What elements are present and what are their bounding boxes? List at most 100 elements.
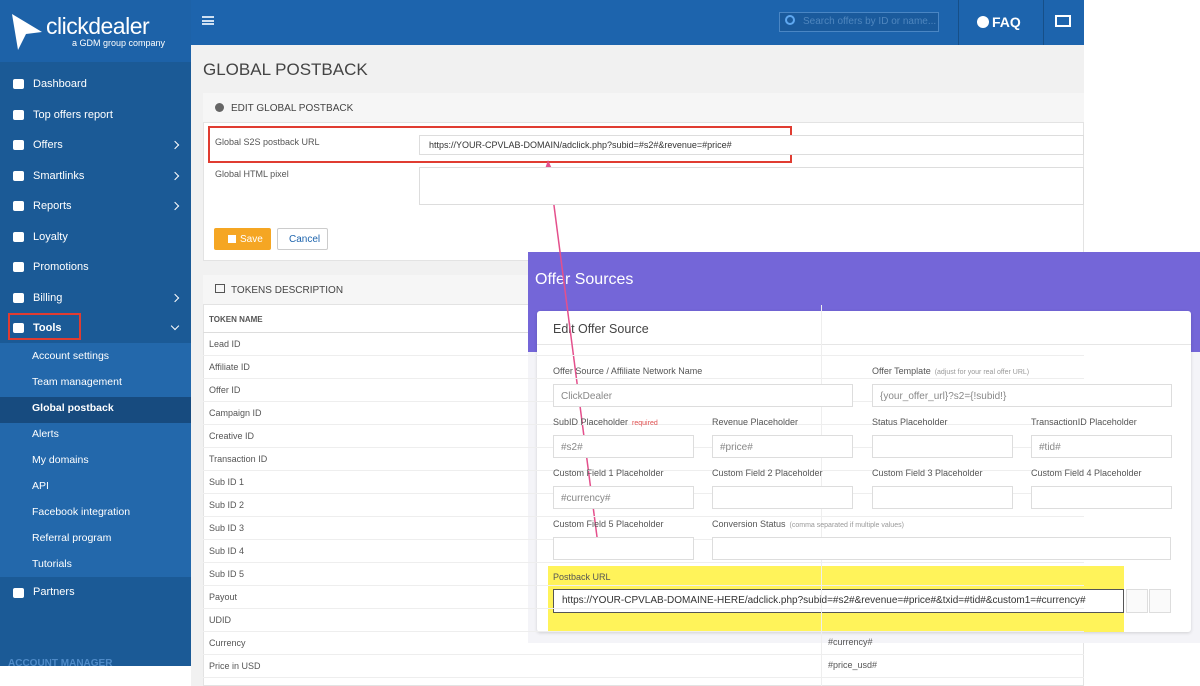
field-value: ClickDealer: [561, 391, 613, 402]
field-value: https://YOUR-CPVLAB-DOMAIN/adclick.php?s…: [429, 140, 732, 150]
field-label: Custom Field 1 Placeholder: [553, 468, 664, 478]
menu-label: Top offers report: [33, 108, 113, 121]
field-input[interactable]: [712, 435, 853, 458]
token-name: Offer ID: [209, 385, 241, 395]
menu-icon: [13, 170, 24, 181]
menu-label: Billing: [33, 291, 63, 304]
field-label: Global HTML pixel: [215, 169, 289, 179]
row-rule: [203, 562, 1084, 563]
field-label: Offer Template (adjust for your real offe…: [872, 366, 1030, 376]
field-input[interactable]: [1031, 486, 1172, 509]
submenu-item[interactable]: Referral program: [32, 532, 112, 544]
menu-icon: [13, 292, 24, 303]
field-input[interactable]: [553, 384, 853, 407]
submenu: [0, 343, 191, 577]
menu-item[interactable]: [0, 70, 191, 98]
field-input[interactable]: [553, 537, 694, 560]
logo-shape: [12, 14, 42, 50]
row-rule: [203, 355, 1084, 356]
save-button[interactable]: [214, 228, 271, 250]
menu-item[interactable]: [0, 253, 191, 281]
submenu-item[interactable]: Tutorials: [32, 558, 72, 570]
logo-icon: [12, 14, 42, 50]
field-input[interactable]: [872, 435, 1013, 458]
menu-item[interactable]: [0, 314, 191, 342]
menu-icon: [13, 323, 24, 333]
menu-item[interactable]: [0, 192, 191, 220]
submenu-item[interactable]: My domains: [32, 454, 89, 466]
menu-label[interactable]: Partners: [33, 586, 75, 598]
field-input[interactable]: [712, 537, 1171, 560]
hamburger[interactable]: [202, 16, 214, 25]
search-box[interactable]: [779, 12, 939, 32]
token-name: Payout: [209, 592, 238, 602]
menu-item[interactable]: [0, 131, 191, 159]
field-input[interactable]: [419, 167, 1084, 205]
menu-item[interactable]: [0, 223, 191, 251]
column-header: TOKEN NAME: [209, 315, 263, 324]
submenu-item[interactable]: Facebook integration: [32, 506, 131, 518]
token-value: #currency#: [828, 637, 873, 647]
row-rule: [203, 424, 1084, 425]
overlay-title: Offer Sources: [535, 271, 634, 288]
cancel-button[interactable]: [277, 228, 328, 250]
field-label: Revenue Placeholder: [712, 417, 799, 427]
menu-label: Tools: [33, 322, 62, 334]
row-rule: [203, 378, 1084, 379]
money-icon[interactable]: [1055, 15, 1071, 27]
field-value: #price#: [720, 442, 753, 453]
field-label: Offer Source / Affiliate Network Name: [553, 366, 703, 376]
search-icon: [785, 15, 795, 25]
token-name: Currency: [209, 638, 246, 648]
hamburger-line: [202, 19, 214, 22]
field-input[interactable]: [553, 486, 694, 509]
submenu-item[interactable]: API: [32, 480, 49, 492]
menu-item[interactable]: [0, 284, 191, 312]
row-rule: [203, 654, 1084, 655]
field-value: #tid#: [1039, 442, 1061, 453]
token-value: #price_usd#: [828, 660, 878, 670]
token-name: UDID: [209, 615, 231, 625]
submenu-item[interactable]: Team management: [32, 376, 122, 388]
logo-tagline: a GDM group company: [72, 38, 166, 48]
field-label: Custom Field 5 Placeholder: [553, 519, 664, 529]
field-input[interactable]: [1031, 435, 1172, 458]
submenu-item[interactable]: Global postback: [32, 402, 114, 414]
field-input[interactable]: [712, 486, 853, 509]
section-label: ACCOUNT MANAGER: [8, 658, 113, 669]
menu-label: Reports: [33, 200, 72, 212]
faq-link[interactable]: FAQ: [992, 14, 1021, 30]
menu-icon: [13, 262, 24, 272]
field-label: Global S2S postback URL: [215, 137, 320, 147]
submenu-item[interactable]: Alerts: [32, 428, 59, 440]
field-input[interactable]: [419, 135, 1084, 155]
menu-icon: [13, 231, 24, 242]
field-value: #s2#: [561, 442, 583, 453]
red-highlight: [8, 313, 81, 340]
menu-icon: [13, 588, 24, 598]
logo-name: clickdealer: [46, 13, 150, 39]
token-name: Affiliate ID: [209, 362, 250, 372]
field-value: #currency#: [561, 493, 611, 504]
token-name: Sub ID 5: [209, 569, 245, 579]
menu-item[interactable]: [0, 162, 191, 190]
card-rule: [537, 344, 1191, 345]
field-label: Conversion Status (comma separated if mul…: [712, 519, 904, 529]
menu-icon: [13, 79, 24, 89]
field-input[interactable]: [553, 435, 694, 458]
field-input[interactable]: [872, 384, 1172, 407]
row-rule: [203, 470, 1084, 471]
row-rule: [203, 631, 1084, 632]
token-name: Sub ID 2: [209, 500, 245, 510]
postback-input[interactable]: https://YOUR-CPVLAB-DOMAINE-HERE/adclick…: [553, 589, 1124, 613]
copy-button[interactable]: [1126, 589, 1148, 613]
menu-label: Dashboard: [33, 78, 87, 90]
row-rule: [203, 608, 1084, 609]
submenu-item[interactable]: Account settings: [32, 350, 110, 362]
field-input[interactable]: [872, 486, 1013, 509]
panel-title: EDIT GLOBAL POSTBACK: [231, 103, 354, 114]
qr-button[interactable]: [1149, 589, 1171, 613]
row-rule: [203, 677, 1084, 678]
field-label: TransactionID Placeholder: [1031, 417, 1137, 427]
